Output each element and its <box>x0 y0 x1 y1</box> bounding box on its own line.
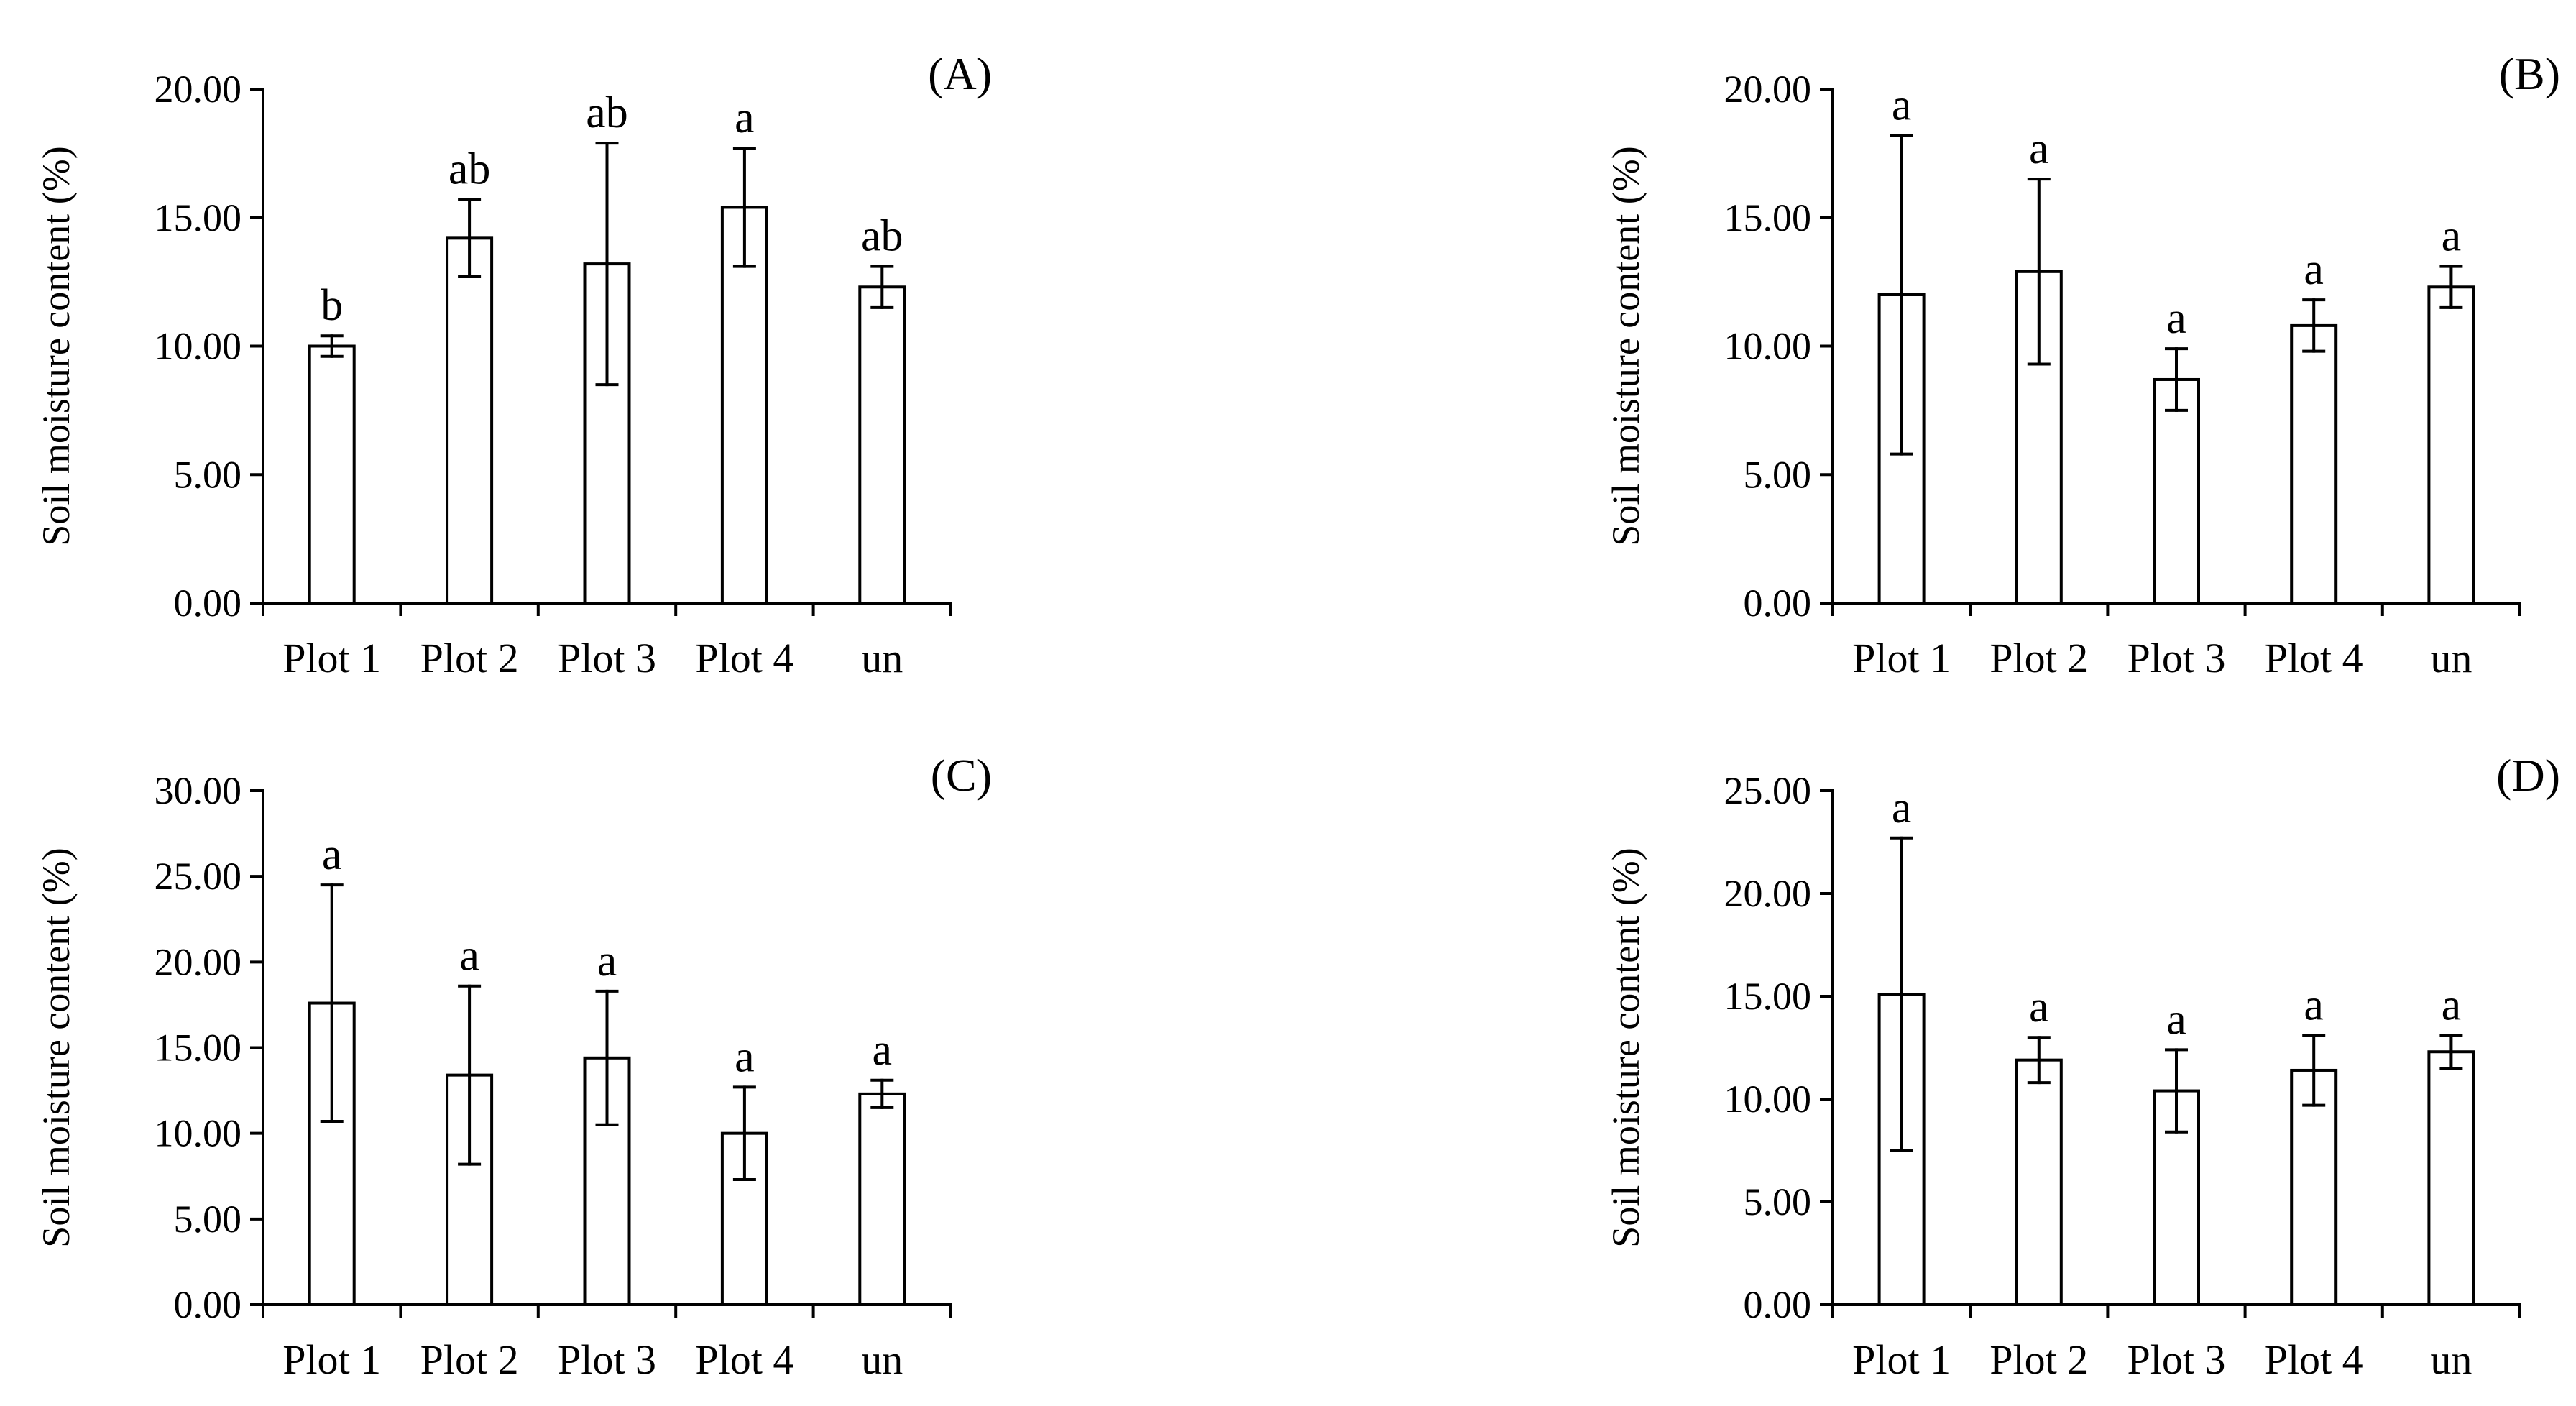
x-category-label: un <box>861 1336 903 1383</box>
y-axis-title: Soil moisture content (%) <box>1604 847 1647 1247</box>
bar <box>2290 1068 2338 1306</box>
significance-letter: a <box>2029 983 2049 1031</box>
x-category-label: Plot 2 <box>1990 1336 2088 1383</box>
bar <box>308 344 356 605</box>
y-tick-label: 15.00 <box>1724 196 1812 239</box>
y-tick-label: 10.00 <box>155 325 242 368</box>
significance-letter: a <box>2442 980 2462 1029</box>
x-category-label: Plot 3 <box>558 635 656 681</box>
x-category-label: Plot 2 <box>420 635 519 681</box>
y-tick-label: 10.00 <box>155 1112 242 1155</box>
significance-letter: a <box>2304 245 2324 294</box>
y-tick-label: 20.00 <box>1724 68 1812 111</box>
y-tick-label: 10.00 <box>1724 1078 1812 1121</box>
y-axis-title: Soil moisture content (%) <box>1604 146 1647 546</box>
x-category-label: Plot 4 <box>2265 635 2363 681</box>
bar <box>2427 285 2475 605</box>
panel-label: (B) <box>2499 48 2560 99</box>
y-tick-label: 30.00 <box>155 769 242 812</box>
panel-label: (D) <box>2496 750 2560 801</box>
significance-letter: ab <box>586 88 628 137</box>
bar <box>2290 323 2338 605</box>
significance-letter: a <box>597 937 617 985</box>
x-category-label: Plot 1 <box>1852 1336 1951 1383</box>
y-tick-label: 25.00 <box>155 855 242 898</box>
significance-letter: a <box>735 93 755 142</box>
x-category-label: Plot 4 <box>2265 1336 2363 1383</box>
y-tick-label: 5.00 <box>174 1198 242 1241</box>
y-tick-label: 25.00 <box>1724 769 1812 812</box>
significance-letter: a <box>873 1026 893 1075</box>
y-tick-label: 10.00 <box>1724 325 1812 368</box>
y-tick-label: 5.00 <box>174 453 242 496</box>
bar <box>858 285 906 605</box>
y-tick-label: 15.00 <box>1724 975 1812 1018</box>
significance-letter: ab <box>448 145 491 194</box>
chart-panel-c: 0.00 5.00 10.00 15.00 20.00 25.00 30.00 Plot 1 P… <box>34 750 992 1383</box>
chart-panel-d: 0.00 5.00 10.00 15.00 20.00 25.00 Plot 1 Plot 2… <box>1604 750 2560 1383</box>
bar <box>858 1092 906 1306</box>
y-tick-label: 5.00 <box>1744 453 1812 496</box>
x-category-label: Plot 4 <box>695 1336 794 1383</box>
x-category-label: un <box>861 635 903 681</box>
significance-letter: ab <box>861 212 903 261</box>
y-tick-label: 0.00 <box>174 1283 242 1326</box>
y-tick-label: 15.00 <box>155 1026 242 1070</box>
significance-letter: a <box>1892 81 1912 129</box>
x-category-label: un <box>2430 635 2472 681</box>
significance-letter: a <box>459 932 479 980</box>
y-tick-label: 20.00 <box>155 940 242 983</box>
x-category-label: Plot 2 <box>420 1336 519 1383</box>
significance-letter: b <box>321 281 343 330</box>
significance-letter: a <box>2166 294 2186 343</box>
significance-letter: a <box>2442 212 2462 261</box>
x-category-label: Plot 3 <box>2128 1336 2226 1383</box>
bar <box>2015 1058 2063 1307</box>
bar <box>2427 1050 2475 1306</box>
x-category-label: Plot 3 <box>558 1336 656 1383</box>
x-category-label: Plot 1 <box>282 1336 381 1383</box>
significance-letter: a <box>1892 784 1912 832</box>
y-tick-label: 20.00 <box>155 68 242 111</box>
y-tick-label: 5.00 <box>1744 1180 1812 1223</box>
bar <box>2153 377 2200 605</box>
significance-letter: a <box>735 1032 755 1081</box>
chart-panel-a: 0.00 5.00 10.00 15.00 20.00 Plot 1 Plot 2 Plot … <box>34 48 992 681</box>
y-tick-label: 0.00 <box>1744 582 1812 625</box>
x-category-label: Plot 2 <box>1990 635 2088 681</box>
x-category-label: Plot 1 <box>1852 635 1951 681</box>
x-category-label: un <box>2430 1336 2472 1383</box>
y-axis-title: Soil moisture content (%) <box>34 146 78 546</box>
bar <box>446 236 494 605</box>
x-category-label: Plot 4 <box>695 635 794 681</box>
significance-letter: a <box>2166 995 2186 1044</box>
y-tick-label: 0.00 <box>1744 1283 1812 1326</box>
y-axis-title: Soil moisture content (%) <box>34 847 78 1247</box>
x-category-label: Plot 1 <box>282 635 381 681</box>
y-tick-label: 20.00 <box>1724 872 1812 915</box>
panel-label: (C) <box>931 750 992 801</box>
significance-letter: a <box>2029 124 2049 173</box>
significance-letter: a <box>322 830 342 879</box>
panel-label: (A) <box>928 48 992 99</box>
y-tick-label: 15.00 <box>155 196 242 239</box>
chart-panel-b: 0.00 5.00 10.00 15.00 20.00 Plot 1 Plot 2 Plot … <box>1604 48 2560 681</box>
x-category-label: Plot 3 <box>2128 635 2226 681</box>
significance-letter: a <box>2304 980 2324 1029</box>
y-tick-label: 0.00 <box>174 582 242 625</box>
